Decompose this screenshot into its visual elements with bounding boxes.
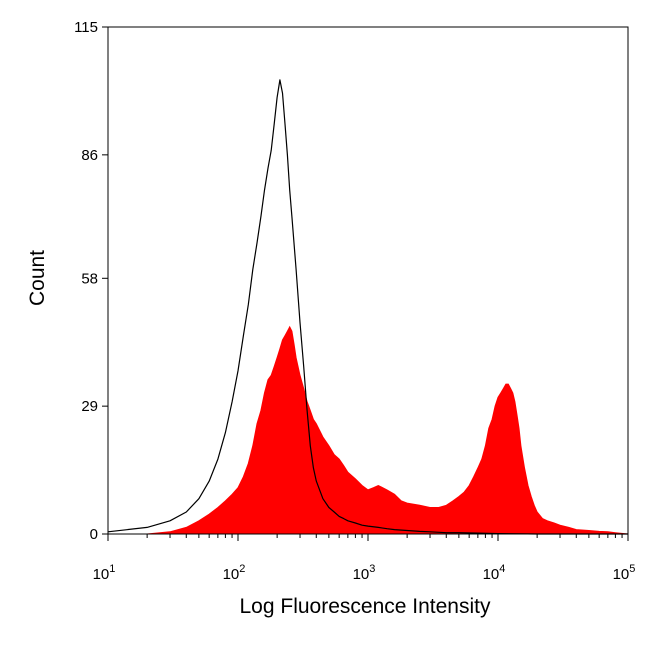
x-tick-label: 102 <box>223 563 246 583</box>
x-tick-label: 103 <box>353 563 376 583</box>
x-tick-label: 104 <box>483 563 506 583</box>
x-tick-label: 105 <box>613 563 636 583</box>
y-axis-title: Count <box>26 250 49 306</box>
y-tick-label: 115 <box>74 19 98 36</box>
y-tick-label: 86 <box>81 147 98 164</box>
series-1-filled <box>108 325 629 535</box>
x-axis-title: Log Fluorescence Intensity <box>240 595 491 618</box>
y-tick-label: 29 <box>81 398 98 415</box>
plot-frame <box>107 26 629 535</box>
y-tick-label: 58 <box>81 270 98 287</box>
plot-area <box>107 79 629 535</box>
series-2-outline <box>107 79 628 535</box>
y-tick-label: 0 <box>90 526 98 543</box>
x-tick-label: 101 <box>93 563 116 583</box>
axis-ticks: 0 29 58 86 115 101 102 103 104 105 <box>74 19 635 583</box>
